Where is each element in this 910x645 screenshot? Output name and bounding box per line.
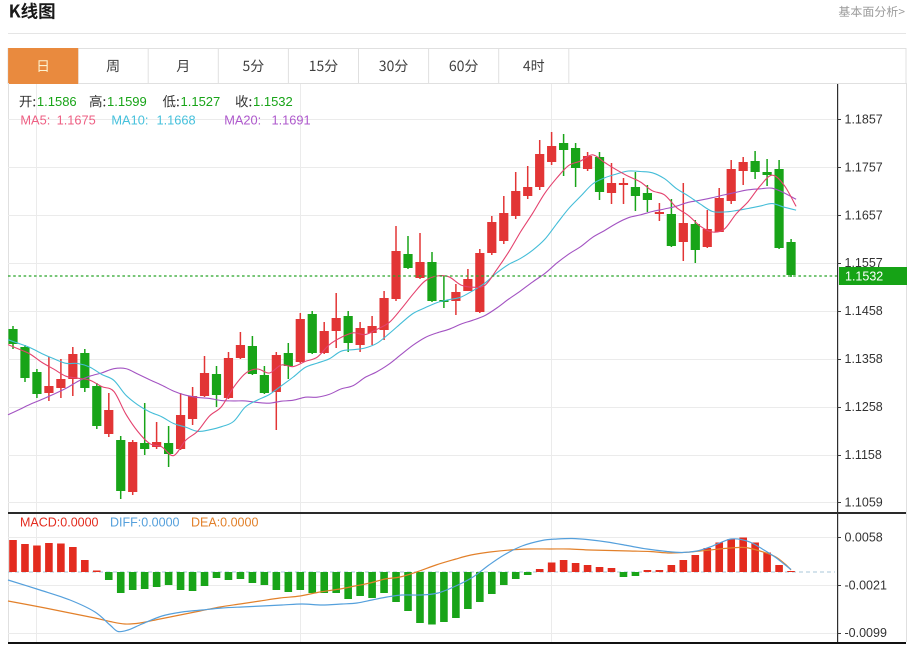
svg-text:1.1657: 1.1657 (845, 208, 883, 222)
svg-text:1.1358: 1.1358 (845, 352, 883, 366)
svg-text:1.1691: 1.1691 (272, 113, 311, 128)
svg-text:MACD:0.0000: MACD:0.0000 (20, 516, 99, 530)
svg-text:1.1059: 1.1059 (845, 496, 883, 510)
svg-text:1.1158: 1.1158 (845, 448, 882, 462)
svg-text:1.1586: 1.1586 (37, 94, 77, 109)
svg-text:1.1675: 1.1675 (57, 113, 96, 128)
svg-text:MA10:: MA10: (111, 113, 148, 128)
svg-text:-0.0021: -0.0021 (845, 578, 887, 592)
svg-text:1.1757: 1.1757 (845, 160, 883, 174)
svg-text:DEA:0.0000: DEA:0.0000 (191, 516, 258, 530)
svg-text:1.1458: 1.1458 (845, 304, 883, 318)
svg-text:1.1557: 1.1557 (845, 256, 883, 270)
svg-text:1.1532: 1.1532 (845, 270, 883, 284)
svg-text:1.1532: 1.1532 (253, 94, 293, 109)
svg-text:MA20:: MA20: (224, 113, 261, 128)
svg-text:1.1857: 1.1857 (845, 113, 883, 127)
svg-text:-0.0099: -0.0099 (845, 626, 887, 640)
svg-text:MA5:: MA5: (20, 113, 50, 128)
svg-text:0.0058: 0.0058 (845, 530, 883, 544)
svg-text:1.1527: 1.1527 (181, 94, 221, 109)
svg-text:1.1258: 1.1258 (845, 400, 883, 414)
svg-text:1.1668: 1.1668 (157, 113, 196, 128)
svg-text:1.1599: 1.1599 (107, 94, 147, 109)
svg-text:DIFF:0.0000: DIFF:0.0000 (110, 516, 180, 530)
